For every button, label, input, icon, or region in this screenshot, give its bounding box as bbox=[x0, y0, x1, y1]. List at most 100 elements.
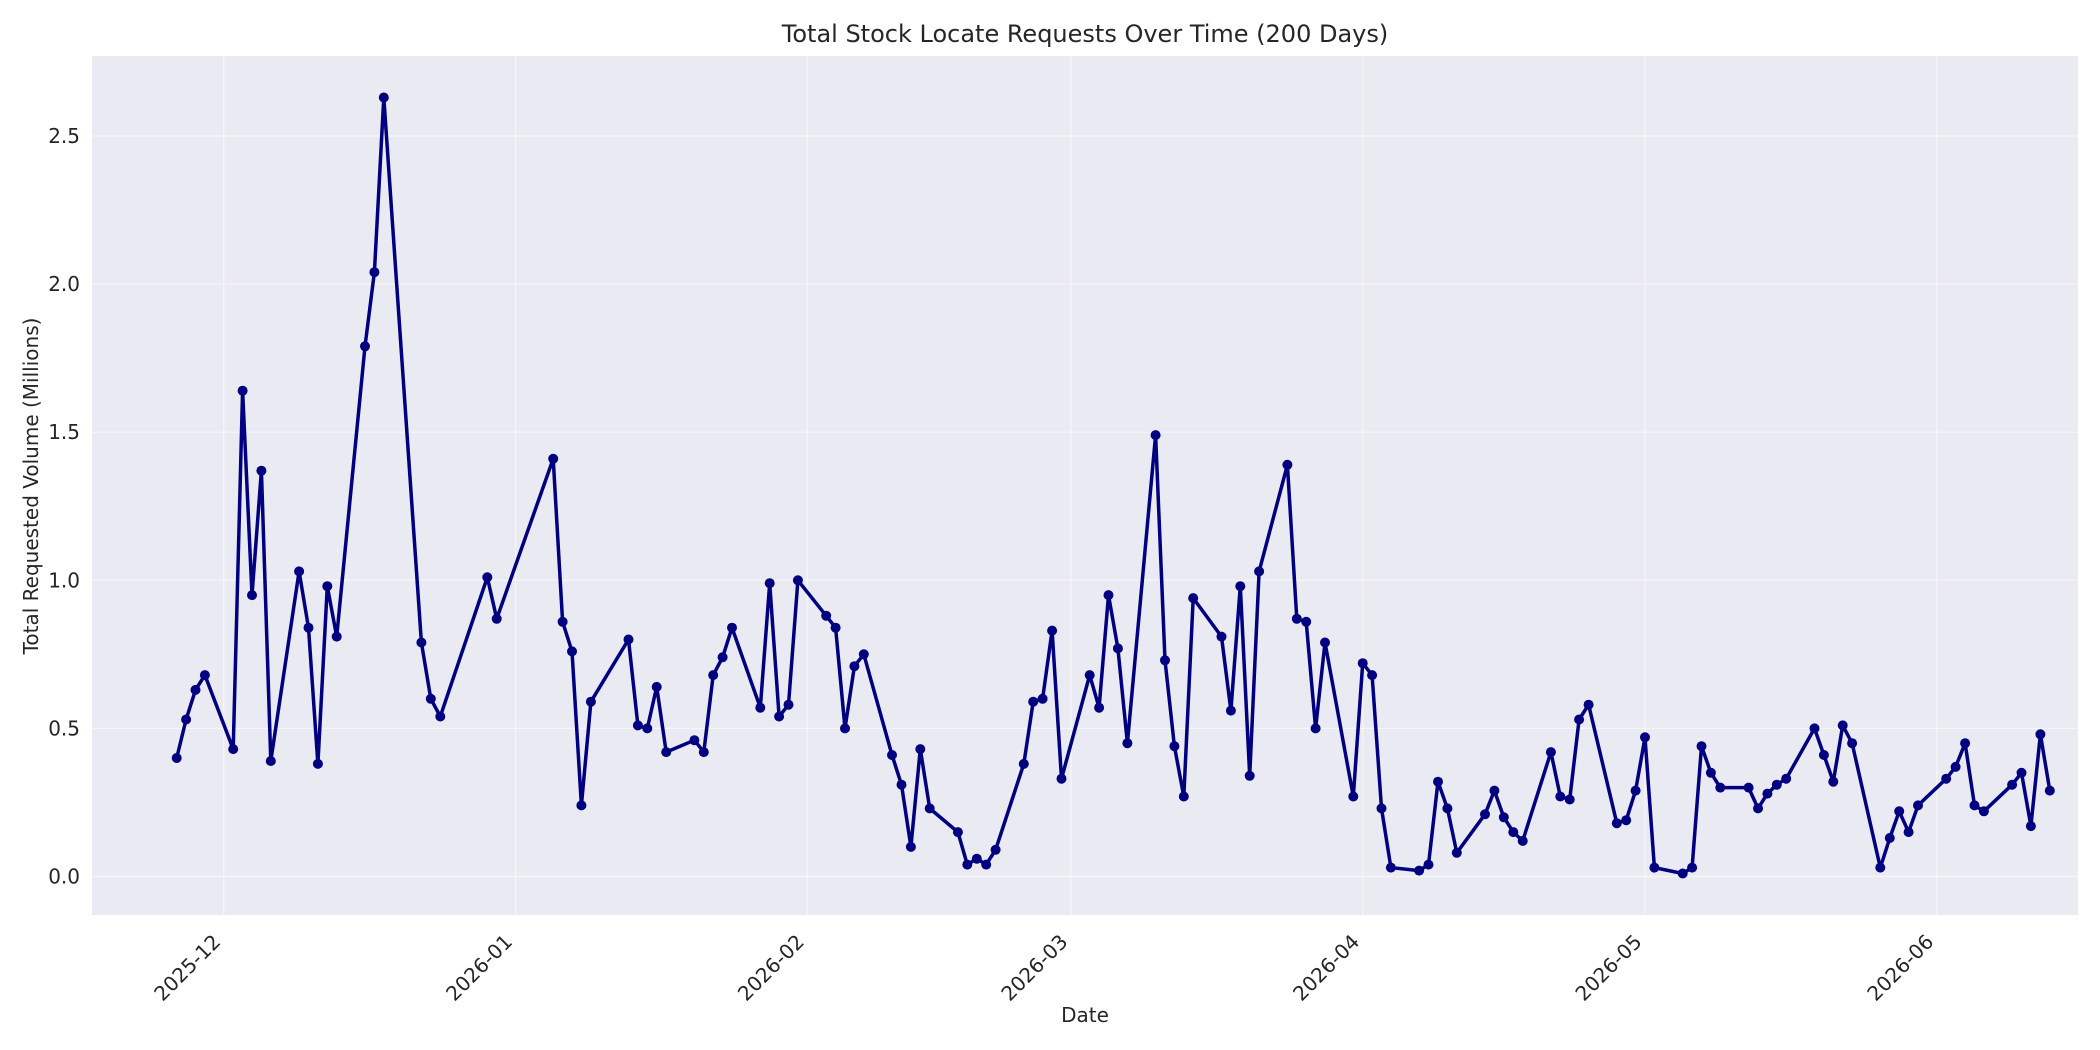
data-point bbox=[1960, 738, 1971, 749]
data-point bbox=[1451, 847, 1462, 858]
data-point bbox=[661, 747, 672, 758]
data-point bbox=[1969, 800, 1980, 811]
data-point bbox=[1235, 581, 1246, 592]
data-point bbox=[331, 631, 342, 642]
data-point bbox=[369, 267, 380, 278]
data-point bbox=[1122, 738, 1133, 749]
data-point bbox=[1414, 865, 1425, 876]
data-point bbox=[1385, 862, 1396, 873]
data-point bbox=[755, 702, 766, 713]
data-point bbox=[708, 670, 719, 681]
data-point bbox=[1254, 566, 1265, 577]
data-point bbox=[1480, 809, 1490, 820]
data-point bbox=[1950, 761, 1961, 772]
data-point bbox=[905, 841, 916, 852]
data-point bbox=[1028, 696, 1039, 707]
data-point bbox=[491, 613, 502, 624]
data-point bbox=[199, 670, 210, 681]
data-point bbox=[378, 92, 389, 103]
data-point bbox=[322, 581, 333, 592]
data-point bbox=[952, 827, 963, 838]
data-point bbox=[783, 699, 794, 710]
data-point bbox=[2035, 729, 2046, 740]
data-point bbox=[830, 622, 841, 633]
data-point bbox=[632, 720, 643, 731]
data-point bbox=[1348, 791, 1359, 802]
data-point bbox=[312, 758, 323, 769]
data-point bbox=[1574, 714, 1585, 725]
data-point bbox=[567, 646, 577, 657]
data-point bbox=[981, 859, 992, 870]
data-point bbox=[1743, 782, 1754, 793]
data-point bbox=[1018, 758, 1029, 769]
data-point bbox=[1103, 590, 1114, 601]
data-point bbox=[1301, 616, 1312, 627]
data-point bbox=[1705, 767, 1716, 778]
data-point bbox=[1545, 747, 1556, 758]
y-tick-label: 2.0 bbox=[48, 272, 80, 296]
data-point bbox=[1225, 705, 1236, 716]
data-point bbox=[1423, 859, 1434, 870]
data-point bbox=[1630, 785, 1641, 796]
data-point bbox=[1442, 803, 1453, 814]
data-point bbox=[1517, 835, 1528, 846]
y-tick-labels: 0.0 0.5 1.0 1.5 2.0 2.5 bbox=[48, 124, 80, 889]
data-point bbox=[1047, 625, 1058, 636]
data-point bbox=[1357, 658, 1368, 669]
data-point bbox=[642, 723, 653, 734]
data-point bbox=[1781, 773, 1792, 784]
data-point bbox=[435, 711, 446, 722]
data-point bbox=[1583, 699, 1594, 710]
data-point bbox=[2007, 779, 2018, 790]
data-point bbox=[717, 652, 728, 663]
data-point bbox=[360, 341, 370, 352]
data-point bbox=[1762, 788, 1773, 799]
data-point bbox=[1903, 827, 1914, 838]
x-tick-label: 2025-12 bbox=[149, 930, 225, 1006]
data-point bbox=[840, 723, 850, 734]
y-tick-label: 1.5 bbox=[48, 420, 80, 444]
data-point bbox=[1037, 693, 1048, 704]
data-point bbox=[1611, 818, 1622, 829]
data-point bbox=[689, 735, 700, 746]
data-point bbox=[1771, 779, 1782, 790]
y-tick-label: 0.5 bbox=[48, 716, 80, 740]
data-point bbox=[1320, 637, 1330, 648]
data-point bbox=[557, 616, 568, 627]
data-point bbox=[425, 693, 436, 704]
points-layer bbox=[171, 92, 2055, 879]
data-point bbox=[1894, 806, 1905, 817]
data-point bbox=[576, 800, 587, 811]
data-point bbox=[228, 744, 239, 755]
data-point bbox=[482, 572, 493, 583]
data-point bbox=[1169, 741, 1180, 752]
data-point bbox=[237, 385, 248, 396]
data-point bbox=[2016, 767, 2027, 778]
data-point bbox=[1084, 670, 1095, 681]
data-point bbox=[858, 649, 869, 660]
data-point bbox=[1160, 655, 1170, 666]
data-point bbox=[1884, 833, 1895, 843]
data-point bbox=[849, 661, 860, 672]
x-tick-label: 2026-06 bbox=[1862, 930, 1938, 1006]
data-point bbox=[1847, 738, 1858, 749]
data-point bbox=[181, 714, 192, 725]
data-point bbox=[585, 696, 596, 707]
data-point bbox=[1291, 613, 1302, 624]
x-axis-label: Date bbox=[1061, 1003, 1109, 1027]
data-point bbox=[896, 779, 907, 790]
data-point bbox=[1828, 776, 1839, 787]
data-point bbox=[171, 753, 182, 763]
x-tick-label: 2026-05 bbox=[1570, 930, 1646, 1006]
data-point bbox=[651, 681, 662, 692]
data-point bbox=[1941, 773, 1952, 784]
data-point bbox=[1818, 750, 1829, 760]
data-point bbox=[1875, 862, 1886, 873]
data-point bbox=[1216, 631, 1227, 642]
data-point bbox=[1498, 812, 1509, 823]
x-gridlines bbox=[223, 56, 1938, 915]
x-tick-label: 2026-02 bbox=[733, 930, 809, 1006]
data-point bbox=[1640, 732, 1650, 743]
data-point bbox=[548, 453, 559, 464]
